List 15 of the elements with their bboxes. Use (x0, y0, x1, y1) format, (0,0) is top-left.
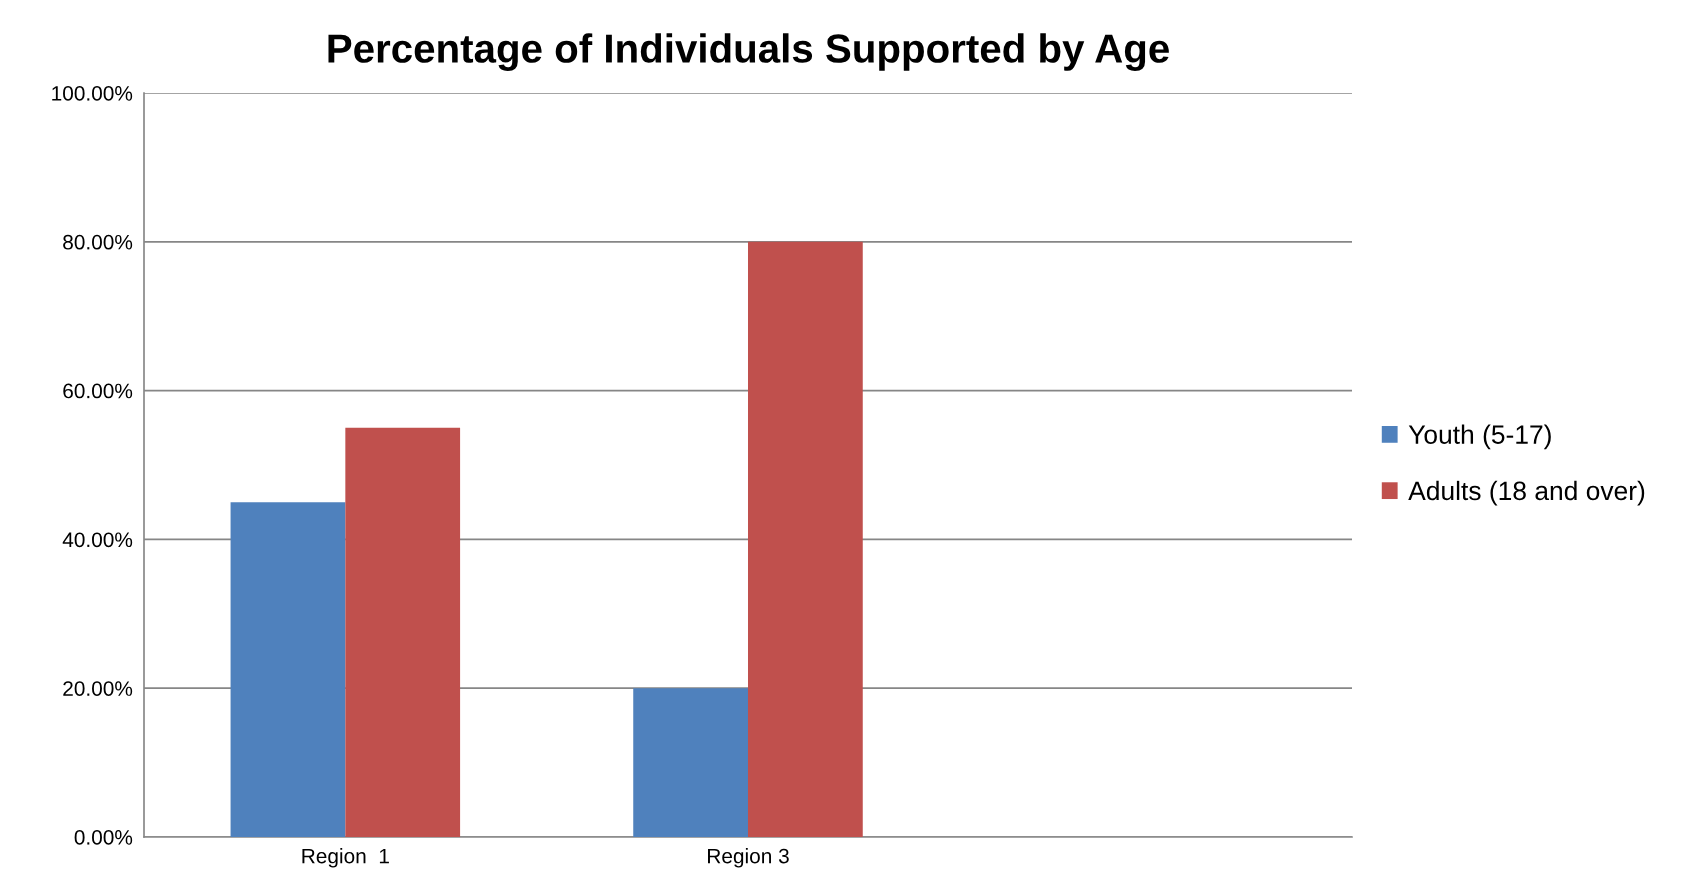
y-tick-label: 40.00% (62, 532, 133, 548)
legend-label: Youth (5-17) (1408, 424, 1551, 450)
bar (345, 427, 461, 837)
y-tick-label: 0.00% (74, 830, 133, 845)
legend-label: Adults (18 and over) (1408, 480, 1645, 506)
bar (633, 688, 748, 837)
y-tick-label: 100.00% (52, 86, 133, 101)
y-tick-label: 60.00% (63, 383, 133, 399)
y-tick-label: 80.00% (63, 234, 133, 250)
bar (748, 241, 863, 837)
chart-title: Percentage of Individuals Supported by Age (328, 33, 1169, 71)
y-tick-label: 20.00% (63, 681, 133, 696)
x-tick-label: Region 1 (302, 848, 389, 868)
x-tick-label: Region 3 (708, 848, 789, 868)
bar (230, 502, 346, 837)
